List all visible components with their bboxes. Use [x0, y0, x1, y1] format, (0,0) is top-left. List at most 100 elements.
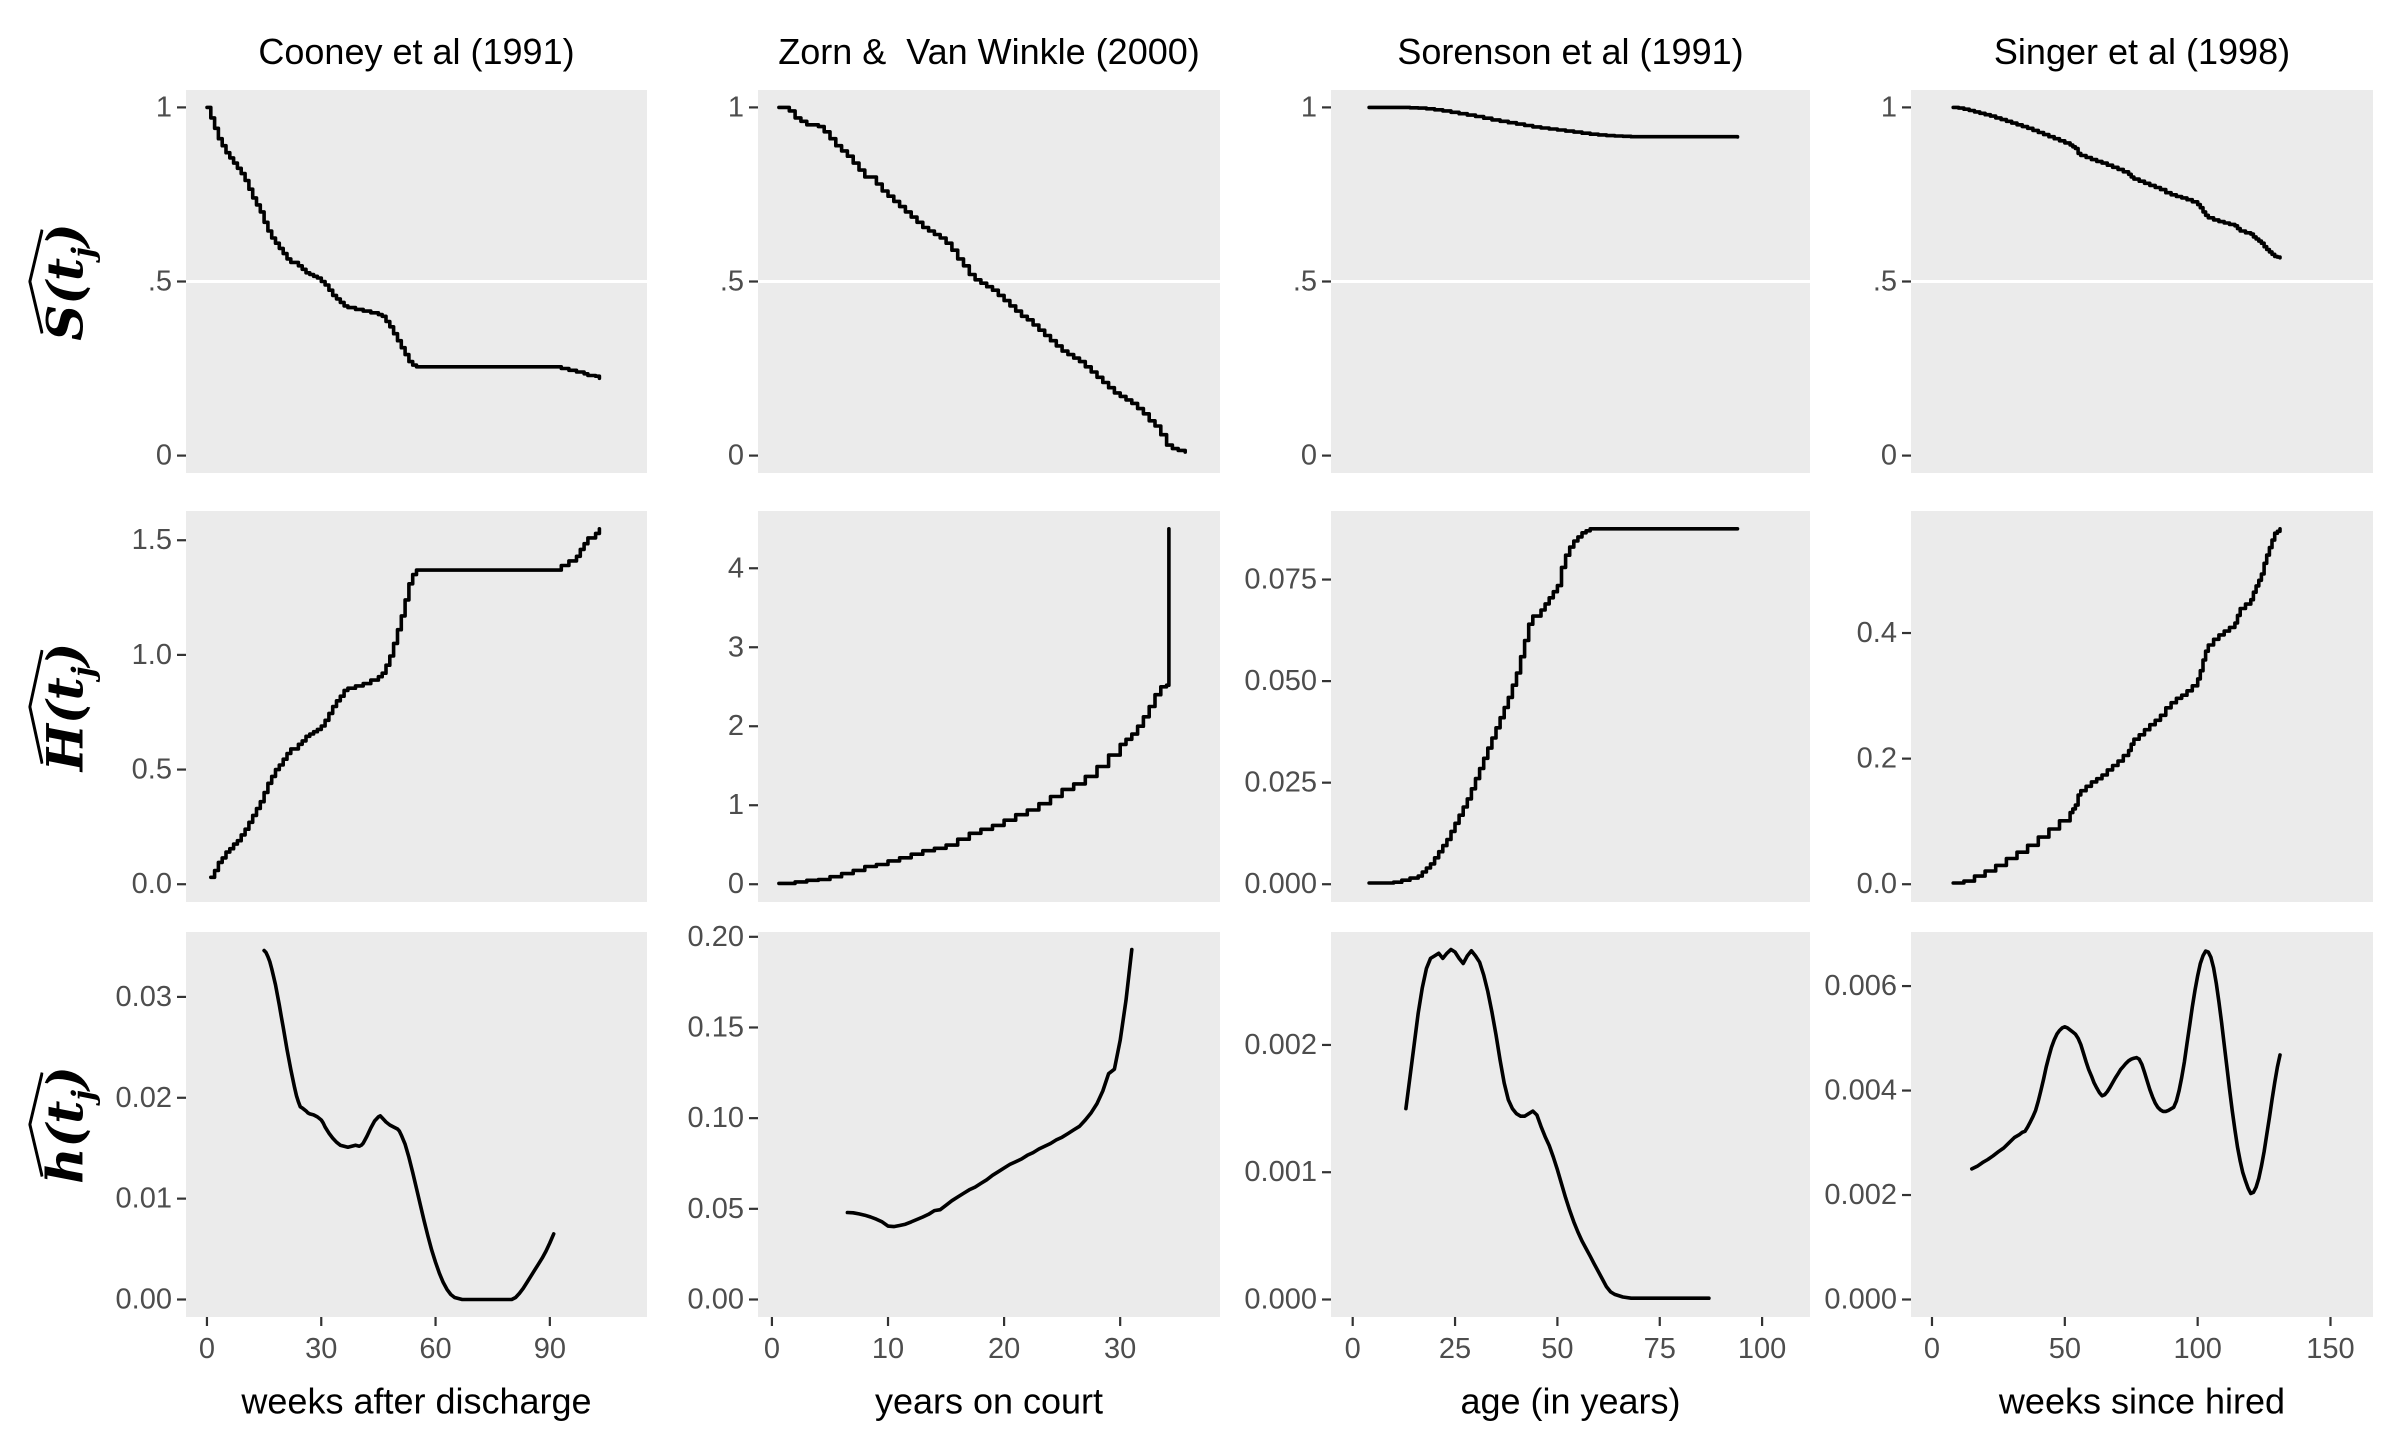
- y-tick-label: 0.050: [1244, 665, 1317, 697]
- panel-h-col1: 0.00 0.01 0.02 0.03 0 30 60 90: [116, 932, 647, 1365]
- panel-H-col1: 0.0 0.5 1.0 1.5: [132, 511, 647, 902]
- estimate-curve: [1951, 105, 2282, 260]
- estimate-curve: [1367, 527, 1740, 885]
- x-tick-label: 25: [1439, 1333, 1471, 1365]
- y-axis-title-text: h(tj): [35, 1065, 102, 1184]
- x-tick-label: 0: [199, 1333, 215, 1365]
- estimate-curve: [777, 105, 1187, 454]
- panel-S-col2: 1.50: [720, 90, 1220, 473]
- column-title: Zorn & Van Winkle (2000): [778, 31, 1200, 72]
- y-tick-label: 0.2: [1857, 743, 1897, 775]
- panel-S-col3: 1.50: [1293, 90, 1810, 473]
- estimate-curve: [777, 527, 1171, 886]
- y-tick-label: 0.001: [1244, 1156, 1317, 1188]
- y-tick-label: 1: [728, 91, 744, 123]
- y-tick-label: .5: [1293, 266, 1317, 298]
- y-tick-label: 0.20: [688, 921, 744, 953]
- panel-background: [1331, 932, 1810, 1317]
- y-tick-label: 1: [1881, 91, 1897, 123]
- panel-background: [1911, 932, 2373, 1317]
- x-tick-label: 0: [1924, 1333, 1940, 1365]
- y-tick-label: .5: [1873, 266, 1897, 298]
- y-axis-title: h(tj): [28, 1065, 102, 1184]
- hat-accent-icon: [28, 646, 43, 767]
- panel-H-col4: 0.0 0.2 0.4: [1857, 511, 2373, 902]
- column-title: Sorenson et al (1991): [1397, 31, 1743, 72]
- panel-H-col3: 0.000 0.025 0.050 0.075: [1244, 511, 1810, 902]
- y-tick-label: .5: [720, 266, 744, 298]
- y-axis-title-text: S(tj): [35, 222, 102, 341]
- y-axis-title: S(tj): [28, 222, 102, 341]
- x-tick-label: 100: [2173, 1333, 2221, 1365]
- y-axis-title-text: H(tj): [35, 642, 102, 771]
- y-tick-label: 0.00: [688, 1284, 744, 1316]
- y-tick-label: 0.004: [1824, 1075, 1897, 1107]
- x-tick-label: 75: [1644, 1333, 1676, 1365]
- x-tick-label: 0: [764, 1333, 780, 1365]
- x-tick-label: 100: [1738, 1333, 1786, 1365]
- panel-background: [758, 932, 1220, 1317]
- y-tick-label: 0.025: [1244, 767, 1317, 799]
- y-tick-label: 0.0: [1857, 868, 1897, 900]
- panel-S-col1: 1.50: [148, 90, 647, 473]
- y-tick-label: 0: [1301, 440, 1317, 472]
- estimate-curve: [262, 948, 556, 1302]
- y-tick-label: 0.075: [1244, 564, 1317, 596]
- y-tick-label: 0.05: [688, 1193, 744, 1225]
- column-title: Cooney et al (1991): [258, 31, 574, 72]
- panel-background: [186, 932, 647, 1317]
- y-tick-label: 0: [728, 868, 744, 900]
- y-tick-label: 0: [728, 440, 744, 472]
- y-tick-label: 0.000: [1244, 1284, 1317, 1316]
- y-axis-title: H(tj): [28, 642, 102, 771]
- x-axis-title: weeks after discharge: [240, 1381, 591, 1422]
- hat-accent-icon: [28, 226, 43, 336]
- x-axis-title: years on court: [875, 1381, 1103, 1422]
- y-tick-label: 0.5: [132, 754, 172, 786]
- panel-h-col3: 0.000 0.001 0.002 0 25 50 75 100: [1244, 932, 1810, 1365]
- x-tick-label: 10: [872, 1333, 904, 1365]
- y-tick-label: 0.002: [1244, 1029, 1317, 1061]
- y-tick-label: 2: [728, 710, 744, 742]
- y-tick-label: 0.000: [1824, 1284, 1897, 1316]
- x-tick-label: 30: [1104, 1333, 1136, 1365]
- x-tick-label: 90: [534, 1333, 566, 1365]
- x-tick-label: 0: [1345, 1333, 1361, 1365]
- panel-background: [758, 511, 1220, 902]
- y-tick-label: 0.4: [1857, 617, 1897, 649]
- panel-S-col4: 1.50: [1873, 90, 2373, 473]
- y-tick-label: 0: [1881, 440, 1897, 472]
- column-title: Singer et al (1998): [1994, 31, 2290, 72]
- y-tick-label: 0.00: [116, 1284, 172, 1316]
- y-tick-label: 0.000: [1244, 868, 1317, 900]
- x-axis-title: weeks since hired: [1998, 1381, 2285, 1422]
- x-tick-label: 60: [419, 1333, 451, 1365]
- x-tick-label: 150: [2306, 1333, 2354, 1365]
- x-axis-title: age (in years): [1460, 1381, 1680, 1422]
- estimate-curve: [209, 527, 602, 880]
- y-tick-label: 0.006: [1824, 970, 1897, 1002]
- y-tick-label: .5: [148, 266, 172, 298]
- x-tick-label: 50: [2049, 1333, 2081, 1365]
- hat-accent-icon: [28, 1069, 43, 1180]
- y-tick-label: 0.10: [688, 1102, 744, 1134]
- panel-H-col2: 0 1 2 3 4: [728, 511, 1220, 902]
- estimate-curve: [1970, 949, 2282, 1196]
- y-tick-label: 3: [728, 631, 744, 663]
- y-tick-label: 1: [1301, 91, 1317, 123]
- y-tick-label: 0.15: [688, 1011, 744, 1043]
- y-tick-label: 0.03: [116, 981, 172, 1013]
- y-tick-label: 0: [156, 440, 172, 472]
- panel-background: [1911, 511, 2373, 902]
- x-tick-label: 20: [988, 1333, 1020, 1365]
- y-tick-label: 0.02: [116, 1082, 172, 1114]
- estimate-curve: [205, 105, 602, 381]
- y-tick-label: 1: [728, 789, 744, 821]
- estimate-curve: [1951, 527, 2282, 885]
- estimate-curve: [1404, 947, 1711, 1300]
- estimate-curve: [845, 947, 1134, 1229]
- y-tick-label: 4: [728, 552, 744, 584]
- panel-h-col2: 0.00 0.05 0.10 0.15 0.20 0 10 20 30: [688, 921, 1220, 1365]
